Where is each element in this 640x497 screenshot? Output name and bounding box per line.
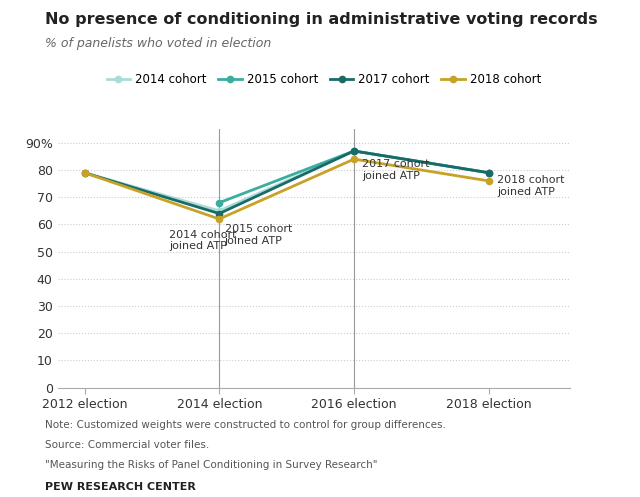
Text: Source: Commercial voter files.: Source: Commercial voter files. [45, 440, 209, 450]
Text: 2015 cohort
joined ATP: 2015 cohort joined ATP [225, 225, 292, 246]
Text: Note: Customized weights were constructed to control for group differences.: Note: Customized weights were constructe… [45, 420, 445, 430]
Text: 2014 cohort
joined ATP: 2014 cohort joined ATP [170, 230, 237, 251]
Legend: 2014 cohort, 2015 cohort, 2017 cohort, 2018 cohort: 2014 cohort, 2015 cohort, 2017 cohort, 2… [102, 68, 546, 90]
Text: "Measuring the Risks of Panel Conditioning in Survey Research": "Measuring the Risks of Panel Conditioni… [45, 460, 378, 470]
Text: PEW RESEARCH CENTER: PEW RESEARCH CENTER [45, 482, 196, 492]
Text: 2018 cohort
joined ATP: 2018 cohort joined ATP [497, 175, 564, 197]
Text: No presence of conditioning in administrative voting records: No presence of conditioning in administr… [45, 12, 597, 27]
Text: 2017 cohort
joined ATP: 2017 cohort joined ATP [362, 159, 429, 181]
Text: % of panelists who voted in election: % of panelists who voted in election [45, 37, 271, 50]
